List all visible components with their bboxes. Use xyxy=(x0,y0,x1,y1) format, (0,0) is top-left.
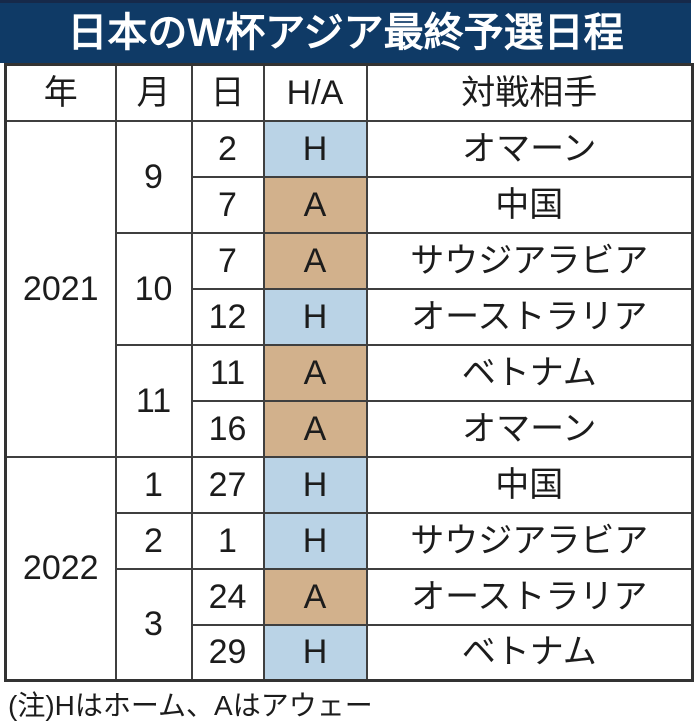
day-cell: 16 xyxy=(190,399,265,458)
opponent-cell: オーストラリア xyxy=(365,567,694,626)
day-cell: 24 xyxy=(190,567,265,626)
month-cell: 3 xyxy=(114,567,193,682)
year-cell: 2021 xyxy=(4,119,117,458)
opponent-cell: オーストラリア xyxy=(365,287,694,346)
table-row: 29 H ベトナム xyxy=(6,623,694,682)
opponent-cell: オマーン xyxy=(365,399,694,458)
table-row: 2022 1 27 H 中国 xyxy=(4,455,694,682)
table-row: 3 24 A オーストラリア xyxy=(6,567,694,682)
col-header-month: 月 xyxy=(114,63,193,122)
table-row: 10 7 A サウジアラビア xyxy=(6,231,694,346)
header-row: 年 月 日 H/A 対戦相手 xyxy=(4,63,694,122)
ha-cell: A xyxy=(262,399,368,458)
table-row: 12 H オーストラリア xyxy=(6,287,694,346)
table-row: 2021 9 2 H オマーン xyxy=(4,119,694,458)
opponent-cell: サウジアラビア xyxy=(365,511,694,570)
schedule-table: 年 月 日 H/A 対戦相手 2021 9 2 H オマーン 7 A 中国 10… xyxy=(4,63,694,682)
col-header-opponent: 対戦相手 xyxy=(365,63,694,122)
day-cell: 7 xyxy=(190,175,265,234)
day-cell: 12 xyxy=(190,287,265,346)
opponent-cell: ベトナム xyxy=(365,343,694,402)
month-cell: 10 xyxy=(114,231,193,346)
day-cell: 1 xyxy=(190,511,265,570)
col-header-day: 日 xyxy=(190,63,265,122)
year-cell: 2022 xyxy=(4,455,117,682)
ha-cell: A xyxy=(262,343,368,402)
ha-cell: H xyxy=(262,119,368,178)
ha-cell: A xyxy=(262,231,368,290)
table-row: 11 11 A ベトナム xyxy=(6,343,694,458)
opponent-cell: 中国 xyxy=(365,175,694,234)
table-row: 2 1 H サウジアラビア xyxy=(6,511,694,570)
day-cell: 7 xyxy=(190,231,265,290)
opponent-cell: ベトナム xyxy=(365,623,694,682)
month-cell: 2 xyxy=(114,511,193,570)
day-cell: 27 xyxy=(190,455,265,514)
opponent-cell: 中国 xyxy=(365,455,694,514)
col-header-ha: H/A xyxy=(262,63,368,122)
ha-cell: A xyxy=(262,567,368,626)
ha-cell: A xyxy=(262,175,368,234)
month-cell: 11 xyxy=(114,343,193,458)
table-row: 16 A オマーン xyxy=(6,399,694,458)
title-bar: 日本のW杯アジア最終予選日程 xyxy=(0,0,691,63)
month-cell: 1 xyxy=(114,455,193,514)
ha-cell: H xyxy=(262,287,368,346)
day-cell: 29 xyxy=(190,623,265,682)
table-row: 7 A 中国 xyxy=(6,175,694,234)
day-cell: 2 xyxy=(190,119,265,178)
page-title: 日本のW杯アジア最終予選日程 xyxy=(67,11,624,55)
day-cell: 11 xyxy=(190,343,265,402)
ha-cell: H xyxy=(262,455,368,514)
ha-cell: H xyxy=(262,623,368,682)
opponent-cell: オマーン xyxy=(365,119,694,178)
note-text: (注)Hはホーム、Aはアウェー xyxy=(8,690,373,721)
month-cell: 9 xyxy=(114,119,193,234)
col-header-year: 年 xyxy=(4,63,117,122)
opponent-cell: サウジアラビア xyxy=(365,231,694,290)
ha-cell: H xyxy=(262,511,368,570)
